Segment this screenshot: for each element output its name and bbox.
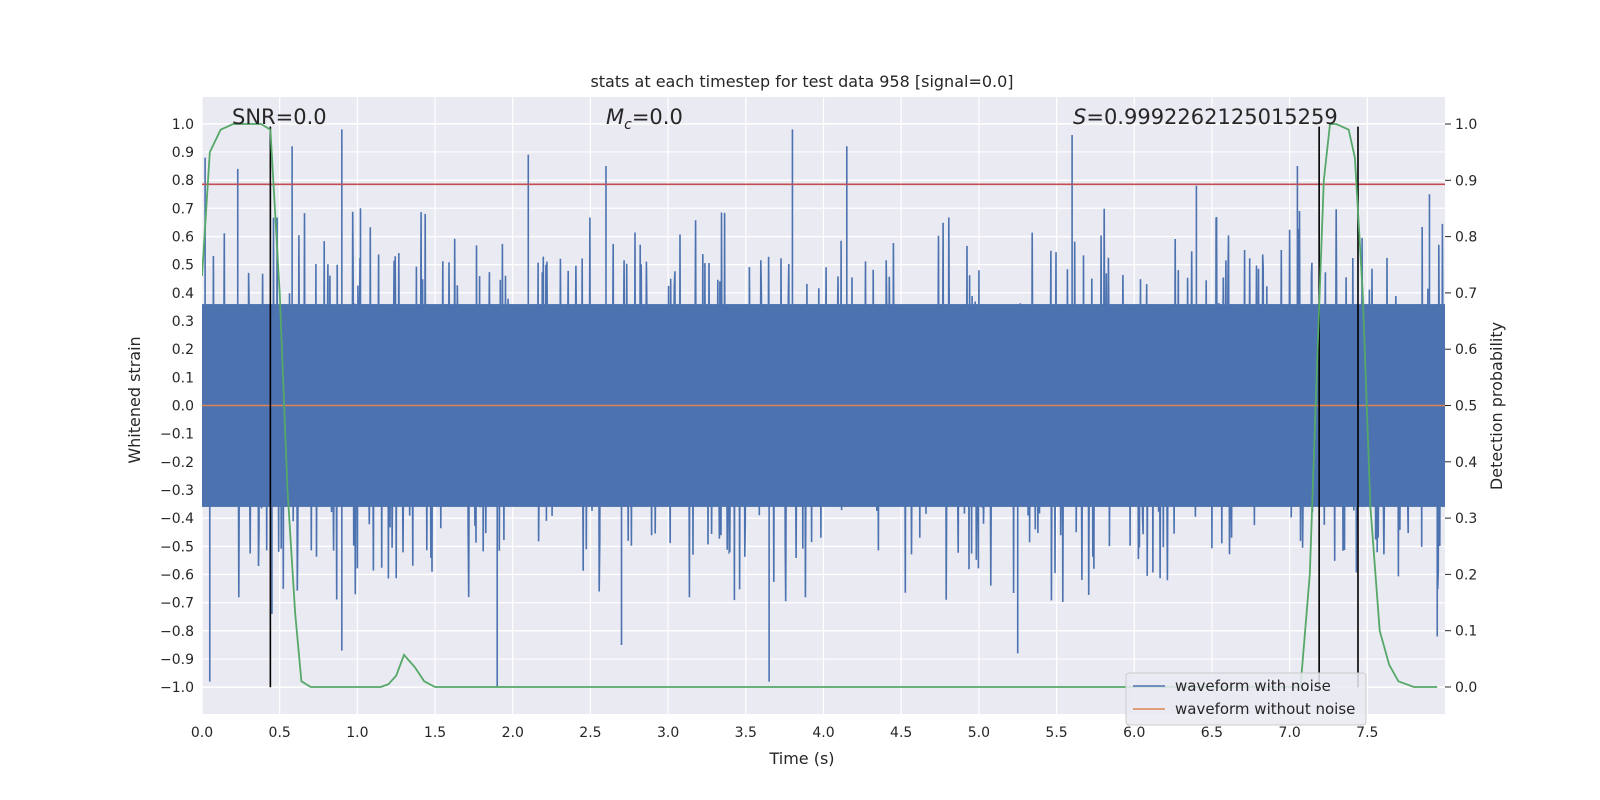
y-right-tick-label: 0.0: [1455, 680, 1477, 696]
legend-label-noise: waveform with noise: [1175, 677, 1331, 695]
y-tick-label: −0.7: [160, 596, 194, 612]
s-symbol: S: [1073, 105, 1086, 129]
y-tick-label: −1.0: [160, 680, 194, 696]
y-tick-label: −0.1: [160, 427, 194, 443]
y-tick-label: 0.7: [172, 201, 194, 217]
x-axis-label: Time (s): [768, 749, 834, 768]
y-right-tick-label: 0.2: [1455, 567, 1477, 583]
y-right-tick-label: 0.8: [1455, 230, 1477, 246]
y-tick-label: 0.6: [172, 229, 194, 245]
x-tick-label: 1.5: [424, 725, 446, 741]
y-tick-label: 0.8: [172, 173, 194, 189]
detection-probability-line: [202, 123, 1438, 688]
y-tick-label: −0.5: [160, 539, 194, 555]
x-tick-label: 7.5: [1356, 725, 1378, 741]
y-tick-label: 0.0: [172, 399, 194, 415]
y-axis-left: 1.0 0.9 0.8 0.7 0.6 0.5 0.4 0.3 0.2 0.1 0.0 −0.1 −0.…: [160, 117, 194, 696]
legend: waveform with noise waveform without noi…: [1125, 672, 1367, 726]
y-right-tick-label: 0.5: [1455, 399, 1477, 415]
y-tick-label: 0.1: [172, 370, 194, 386]
x-tick-label: 3.5: [735, 725, 757, 741]
x-tick-label: 5.0: [968, 725, 990, 741]
y-tick-label: −0.2: [160, 455, 194, 471]
chart-title: stats at each timestep for test data 958…: [590, 72, 1013, 91]
x-tick-label: 0.5: [269, 725, 291, 741]
y-axis-label-right: Detection probability: [1487, 322, 1506, 490]
y-tick-label: 0.3: [172, 314, 194, 330]
x-tick-label: 3.0: [657, 725, 679, 741]
y-right-tick-label: 0.1: [1455, 624, 1477, 640]
x-tick-label: 6.5: [1201, 725, 1223, 741]
legend-label-clean: waveform without noise: [1175, 700, 1355, 718]
series-lines: [202, 123, 1445, 688]
y-right-tick-label: 0.9: [1455, 173, 1477, 189]
y-right-tick-label: 1.0: [1455, 117, 1477, 133]
y-right-tick-label: 0.7: [1455, 286, 1477, 302]
y-tick-label: −0.3: [160, 483, 194, 499]
x-tick-label: 5.5: [1045, 725, 1067, 741]
x-tick-label: 7.0: [1278, 725, 1300, 741]
y-axis-right: 1.0 0.9 0.8 0.7 0.6 0.5 0.4 0.3 0.2 0.1 0.0: [1445, 117, 1477, 696]
x-tick-label: 0.0: [191, 725, 213, 741]
x-tick-label: 1.0: [346, 725, 368, 741]
legend-box: [1125, 672, 1367, 726]
y-tick-label: −0.4: [160, 511, 194, 527]
mc-subscript: c: [624, 117, 632, 133]
y-right-tick-label: 0.6: [1455, 342, 1477, 358]
mc-value: =0.0: [632, 105, 683, 129]
y-tick-label: 0.5: [172, 258, 194, 274]
x-tick-label: 6.0: [1123, 725, 1145, 741]
s-value: =0.9992262125015259: [1086, 105, 1337, 129]
y-tick-label: 0.2: [172, 342, 194, 358]
x-tick-label: 2.5: [579, 725, 601, 741]
x-tick-label: 4.0: [812, 725, 834, 741]
y-tick-label: 0.9: [172, 145, 194, 161]
y-tick-label: 0.4: [172, 286, 194, 302]
y-tick-label: −0.8: [160, 624, 194, 640]
snr-annotation: SNR=0.0: [232, 105, 327, 129]
mc-annotation: Mc=0.0: [606, 105, 683, 133]
y-tick-label: −0.6: [160, 568, 194, 584]
y-tick-label: 1.0: [172, 117, 194, 133]
mc-symbol: M: [606, 105, 624, 129]
s-annotation: S=0.9992262125015259: [1073, 105, 1338, 129]
y-right-tick-label: 0.4: [1455, 455, 1477, 471]
y-axis-label-left: Whitened strain: [125, 336, 144, 463]
x-axis: 0.0 0.5 1.0 1.5 2.0 2.5 3.0 3.5 4.0 4.5 5.0 5.5 6.0 6…: [191, 725, 1379, 741]
x-tick-label: 2.0: [502, 725, 524, 741]
x-tick-label: 4.5: [890, 725, 912, 741]
y-tick-label: −0.9: [160, 652, 194, 668]
y-right-tick-label: 0.3: [1455, 511, 1477, 527]
